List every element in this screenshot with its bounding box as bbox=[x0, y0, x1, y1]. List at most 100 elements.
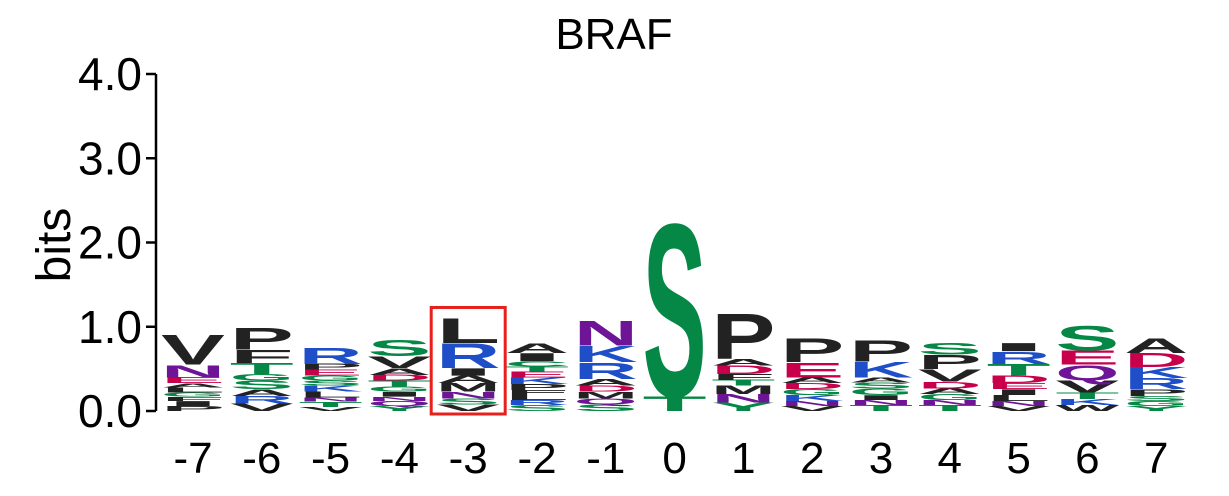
logo-letter-P: P bbox=[711, 301, 775, 373]
logo-letter-N: N bbox=[299, 396, 363, 403]
logo-letter-V: V bbox=[918, 366, 982, 386]
logo-letter-F: F bbox=[505, 389, 569, 397]
logo-letter-A: A bbox=[505, 340, 569, 356]
y-axis-label: bits bbox=[28, 208, 81, 283]
logo-letter-C: C bbox=[505, 360, 569, 368]
logo-letter-S: S bbox=[230, 379, 294, 392]
logo-letter-S: S bbox=[505, 404, 569, 413]
logo-letter-T: T bbox=[918, 404, 982, 413]
logo-letter-N: N bbox=[711, 392, 775, 405]
logo-letter-E: E bbox=[1055, 346, 1119, 369]
logo-letter-K: K bbox=[1124, 364, 1188, 381]
logo-letter-L: L bbox=[987, 393, 1051, 402]
logo-letter-S: S bbox=[436, 397, 500, 406]
logo-letter-E: E bbox=[505, 370, 569, 379]
logo-letter-P: P bbox=[780, 332, 844, 370]
logo-letter-Q: Q bbox=[1055, 361, 1119, 385]
logo-letter-G: G bbox=[230, 372, 294, 382]
logo-letter-T: T bbox=[367, 379, 431, 388]
highlight-box bbox=[429, 305, 507, 416]
logo-letter-K: K bbox=[1055, 398, 1119, 407]
logo-letter-N: N bbox=[161, 361, 225, 381]
letter-stacks: PIFGLAENVVRASGTFPVTNLKSGEPRYQNIGTDAVSVSN… bbox=[161, 172, 1188, 449]
logo-letter-V: V bbox=[780, 405, 844, 413]
x-axis-tick-labels: -7 -6 -5 -4 -3 -2 -1 0 1 2 3 4 5 6 7 bbox=[173, 434, 1168, 483]
logo-letter-T: T bbox=[987, 361, 1051, 379]
logo-letter-V: V bbox=[230, 401, 294, 413]
logo-letter-D: D bbox=[987, 374, 1051, 386]
logo-letter-M: M bbox=[574, 390, 638, 401]
logo-letter-V: V bbox=[161, 326, 225, 374]
logo-letter-A: A bbox=[780, 376, 844, 385]
logo-letter-Y: Y bbox=[367, 405, 431, 413]
x-tick-label: -6 bbox=[242, 434, 281, 483]
y-tick-label: 0.0 bbox=[78, 385, 142, 437]
logo-letter-P: P bbox=[849, 334, 913, 368]
logo-letter-D: D bbox=[1124, 349, 1188, 371]
logo-letter-G: G bbox=[161, 391, 225, 398]
logo-letter-K: K bbox=[299, 384, 363, 393]
logo-letter-G: G bbox=[918, 393, 982, 402]
logo-letter-Y: Y bbox=[1124, 405, 1188, 413]
x-tick-label: -5 bbox=[311, 434, 350, 483]
logo-letter-G: G bbox=[1124, 400, 1188, 408]
x-tick-label: 6 bbox=[1075, 434, 1099, 483]
logo-letter-K: K bbox=[849, 357, 913, 382]
x-tick-label: 4 bbox=[938, 434, 962, 483]
logo-letter-D: D bbox=[780, 382, 844, 391]
logo-letter-G: G bbox=[780, 388, 844, 397]
logo-letter-T: T bbox=[1055, 391, 1119, 402]
x-tick-label: -4 bbox=[380, 434, 419, 483]
logo-letter-E: E bbox=[780, 358, 844, 382]
y-tick-label: 3.0 bbox=[78, 132, 142, 184]
logo-letter-I: I bbox=[161, 400, 225, 408]
x-tick-label: 1 bbox=[731, 434, 755, 483]
logo-letter-D: D bbox=[574, 384, 638, 393]
logo-letter-P: P bbox=[505, 383, 569, 392]
logo-letter-R: R bbox=[230, 394, 294, 406]
y-tick-label: 2.0 bbox=[78, 217, 142, 269]
logo-letter-V: V bbox=[436, 403, 500, 413]
logo-letter-A: A bbox=[367, 366, 431, 376]
logo-letter-S: S bbox=[574, 403, 638, 413]
x-tick-label: -3 bbox=[449, 434, 488, 483]
logo-letter-D: D bbox=[367, 373, 431, 382]
logo-letter-V: V bbox=[987, 405, 1051, 413]
logo-letter-N: N bbox=[849, 399, 913, 407]
logo-letter-M: M bbox=[711, 383, 775, 396]
x-tick-label: -7 bbox=[173, 434, 212, 483]
x-tick-label: 5 bbox=[1006, 434, 1030, 483]
logo-letter-V: V bbox=[1056, 377, 1120, 397]
logo-letter-F: F bbox=[161, 396, 225, 403]
logo-letter-A: A bbox=[574, 377, 638, 387]
logo-letter-I: I bbox=[987, 340, 1051, 353]
logo-letter-A: A bbox=[1124, 334, 1188, 358]
logo-letter-T: T bbox=[299, 400, 363, 408]
x-tick-label: 0 bbox=[662, 434, 686, 483]
logo-letter-K: K bbox=[505, 376, 569, 386]
x-tick-label: 3 bbox=[869, 434, 893, 483]
logo-letter-D: D bbox=[918, 380, 982, 390]
logo-letter-E: E bbox=[299, 368, 363, 377]
logo-letter-Q: Q bbox=[367, 400, 431, 408]
logo-letter-R: R bbox=[1124, 375, 1188, 392]
logo-letter-T: T bbox=[230, 360, 294, 377]
logo-letter-Q: Q bbox=[574, 397, 638, 406]
logo-letter-S: S bbox=[367, 335, 431, 361]
x-tick-label: -2 bbox=[517, 434, 556, 483]
logo-letter-P: P bbox=[918, 351, 982, 374]
logo-letter-S: S bbox=[1055, 319, 1119, 358]
logo-letter-P: P bbox=[230, 321, 294, 357]
logo-letter-L: L bbox=[505, 394, 569, 402]
logo-letter-I: I bbox=[505, 351, 569, 364]
logo-letter-I: I bbox=[849, 394, 913, 402]
logo-letter-R: R bbox=[574, 358, 638, 384]
logo-letter-I: I bbox=[987, 388, 1051, 397]
logo-letter-R: R bbox=[299, 342, 363, 368]
y-axis-ticks: 0.0 1.0 2.0 3.0 4.0 bbox=[78, 48, 156, 437]
logo-letter-L: L bbox=[436, 311, 500, 351]
logo-letter-V: V bbox=[299, 406, 363, 413]
logo-letter-N: N bbox=[436, 390, 500, 400]
logo-letter-R: R bbox=[436, 337, 500, 376]
logo-letter-S: S bbox=[643, 172, 707, 449]
